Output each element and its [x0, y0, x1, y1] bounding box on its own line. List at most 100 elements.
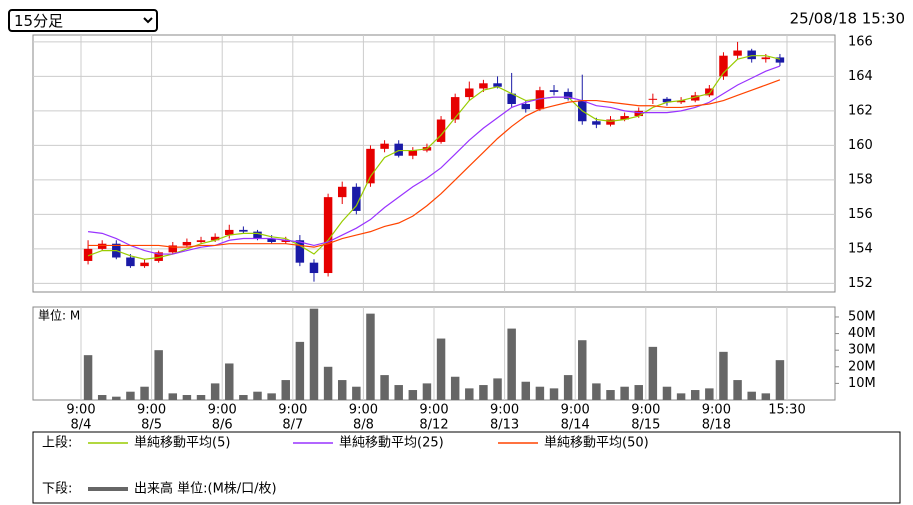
- timeframe-select[interactable]: 15分足: [8, 9, 158, 32]
- volume-bar: [182, 395, 192, 400]
- x-tick-date: 8/5: [141, 418, 162, 433]
- candle-body: [493, 83, 502, 87]
- volume-bar: [733, 380, 742, 400]
- candle-body: [140, 262, 149, 267]
- x-tick-date: 8/4: [71, 418, 92, 433]
- x-tick-label: 9:00: [702, 403, 731, 418]
- volume-bar: [196, 395, 206, 400]
- candle-body: [168, 245, 178, 253]
- candle-body: [535, 90, 545, 110]
- candle-body: [719, 55, 728, 77]
- volume-bar: [662, 386, 672, 400]
- volume-tick-label: 20M: [848, 359, 876, 374]
- x-tick-date: 8/15: [631, 418, 660, 433]
- candle-body: [465, 88, 474, 98]
- candle-body: [352, 186, 361, 211]
- x-tick-label: 9:00: [490, 403, 519, 418]
- volume-tick-label: 30M: [848, 343, 876, 358]
- volume-bar: [563, 375, 573, 400]
- volume-bar: [507, 328, 516, 400]
- volume-bar: [323, 366, 333, 400]
- volume-bar: [126, 391, 135, 400]
- x-tick-label: 9:00: [631, 403, 660, 418]
- x-tick-date: 8/13: [490, 418, 519, 433]
- volume-bar: [436, 338, 446, 400]
- candle-body: [507, 93, 516, 104]
- volume-bar: [747, 391, 756, 400]
- legend-box: [32, 431, 901, 504]
- candle-body: [690, 95, 700, 101]
- legend-label: 単純移動平均(25): [339, 435, 444, 451]
- x-tick-label: 9:00: [66, 403, 95, 418]
- candle-body: [606, 119, 615, 125]
- candle-body: [436, 119, 446, 142]
- volume-tick-label: 40M: [848, 326, 876, 341]
- volume-bar: [267, 393, 276, 400]
- x-tick-date: 8/18: [702, 418, 731, 433]
- candle-body: [323, 197, 333, 274]
- candle-body: [337, 186, 347, 198]
- x-tick-label: 9:00: [278, 403, 307, 418]
- candle-body: [747, 50, 756, 60]
- volume-tick-label: 50M: [848, 309, 876, 324]
- ma-line: [87, 55, 781, 260]
- candle-body: [662, 98, 672, 103]
- volume-bar: [253, 391, 262, 400]
- y-tick-label: 156: [848, 207, 873, 222]
- timestamp: 25/08/18 15:30: [790, 10, 905, 28]
- candle-body: [267, 238, 276, 242]
- candle-body: [705, 88, 714, 96]
- volume-bar: [465, 388, 474, 400]
- candle-body: [733, 50, 742, 56]
- volume-bar: [578, 340, 587, 400]
- candle-body: [154, 252, 163, 261]
- candle-body: [479, 83, 488, 89]
- volume-bar: [521, 381, 531, 400]
- candle-body: [83, 248, 93, 261]
- volume-bar: [535, 386, 545, 400]
- y-tick-label: 154: [848, 241, 873, 256]
- volume-bar: [309, 308, 319, 400]
- candle-body: [620, 116, 629, 120]
- y-tick-label: 160: [848, 138, 873, 153]
- volume-bar: [676, 393, 686, 400]
- candle-body: [309, 262, 319, 274]
- candle-body: [394, 143, 403, 156]
- candle-body: [380, 143, 389, 149]
- candle-body: [126, 257, 135, 267]
- x-tick-date: 8/6: [212, 418, 233, 433]
- x-tick-date: 8/14: [561, 418, 590, 433]
- x-tick-label: 9:00: [349, 403, 378, 418]
- volume-bar: [761, 393, 771, 400]
- volume-bar: [648, 346, 658, 400]
- candle-body: [549, 90, 559, 92]
- x-tick-date: 8/8: [353, 418, 374, 433]
- legend-label: 出来高 単位:(M株/口/枚): [134, 481, 277, 497]
- candle-body: [408, 150, 418, 156]
- volume-bar: [606, 390, 615, 400]
- volume-bar: [592, 383, 601, 400]
- volume-bar: [690, 390, 700, 400]
- candle-body: [295, 240, 305, 263]
- candle-body: [676, 100, 686, 103]
- volume-bar: [634, 385, 643, 400]
- candle-body: [761, 57, 771, 60]
- volume-bar: [225, 363, 234, 400]
- candle-body: [196, 240, 206, 242]
- volume-bar: [775, 360, 785, 400]
- candle-body: [450, 97, 460, 120]
- candle-body: [366, 148, 375, 184]
- x-tick-label: 9:00: [561, 403, 590, 418]
- volume-bar: [239, 395, 248, 400]
- x-tick-label: 15:30: [768, 403, 805, 418]
- volume-tick-label: 10M: [848, 376, 876, 391]
- volume-bar: [154, 350, 163, 400]
- volume-bar: [97, 395, 107, 400]
- candle-body: [634, 110, 643, 117]
- x-tick-label: 9:00: [419, 403, 448, 418]
- candle-body: [182, 241, 192, 246]
- volume-bar: [337, 380, 347, 400]
- y-tick-label: 166: [848, 34, 873, 49]
- candle-body: [239, 229, 248, 232]
